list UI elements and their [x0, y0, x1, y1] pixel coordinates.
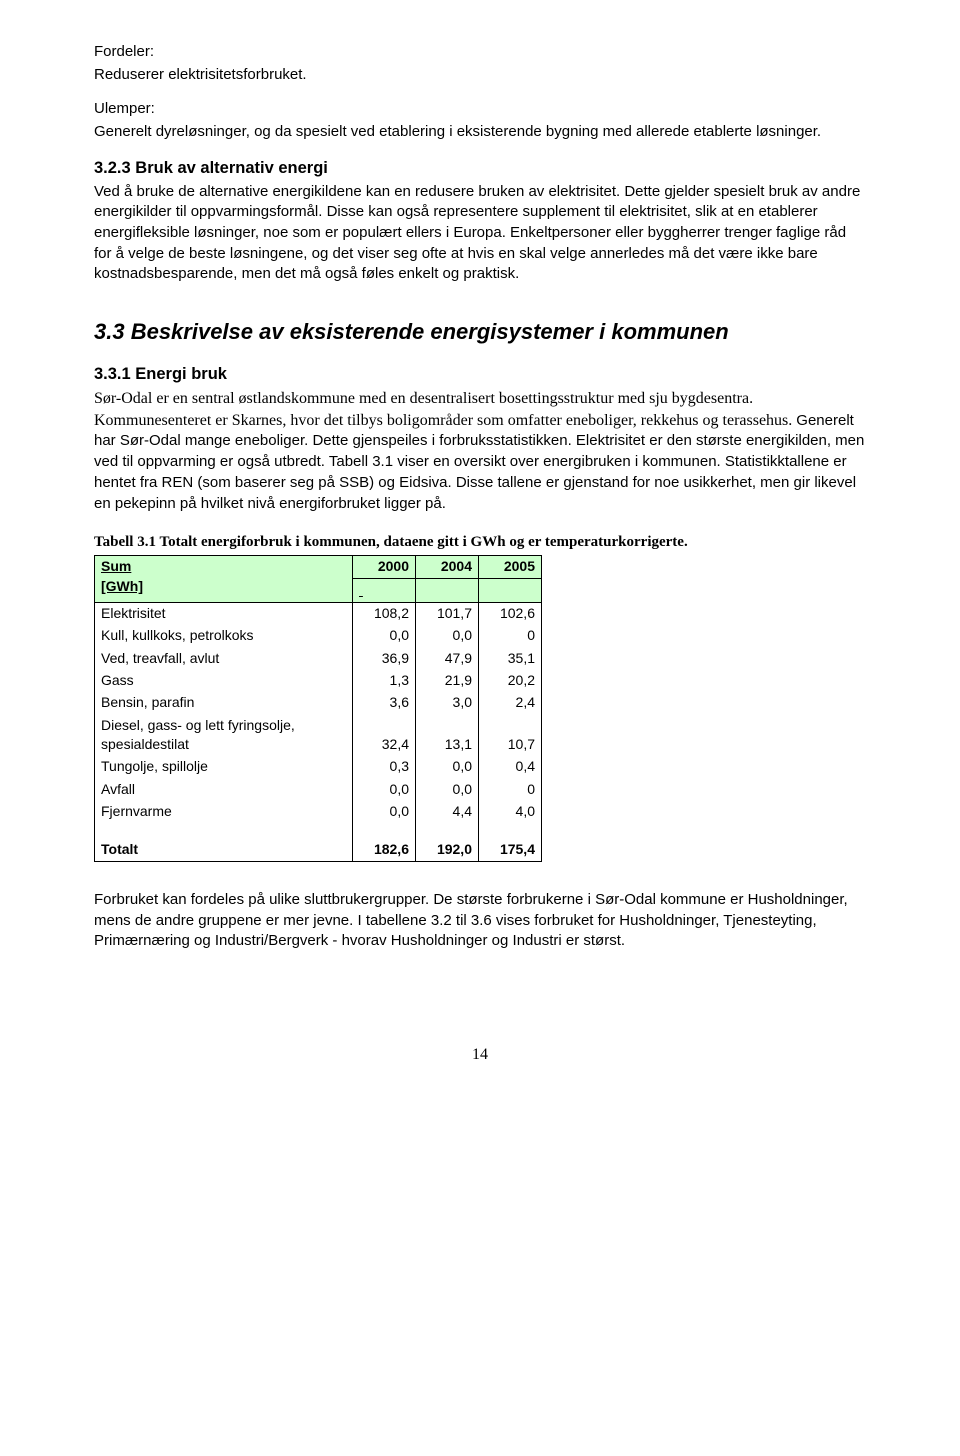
energy-table-body: Elektrisitet 108,2 101,7 102,6 Kull, kul… — [95, 602, 542, 861]
section-3-3-1-body: Sør-Odal er en sentral østlandskommune m… — [94, 388, 866, 514]
table-header-year-1: 2004 — [416, 555, 479, 578]
heading-3-2-3: 3.2.3 Bruk av alternativ energi — [94, 157, 866, 180]
table-row: Fjernvarme 0,0 4,4 4,0 — [95, 800, 542, 822]
fordeler-body: Reduserer elektrisitetsforbruket. — [94, 65, 866, 86]
table-row: Bensin, parafin 3,6 3,0 2,4 — [95, 692, 542, 714]
table-header-year-0: 2000 — [353, 555, 416, 578]
table-row-blank — [95, 823, 542, 839]
section-3-3-1-body-serif: Sør-Odal er en sentral østlandskommune m… — [94, 390, 796, 429]
table-row: Gass 1,3 21,9 20,2 — [95, 669, 542, 691]
table-row: Ved, treavfall, avlut 36,9 47,9 35,1 — [95, 647, 542, 669]
ulemper-label: Ulemper: — [94, 99, 866, 120]
table-header-year-2: 2005 — [479, 555, 542, 578]
table-row: Diesel, gass- og lett fyringsolje, spesi… — [95, 714, 542, 756]
table-header-sum: Sum — [101, 558, 131, 574]
table-row: Tungolje, spillolje 0,3 0,0 0,4 — [95, 756, 542, 778]
energy-table: Sum [GWh] 2000 2004 2005 Elektrisitet 10… — [94, 555, 542, 862]
heading-3-3-1: 3.3.1 Energi bruk — [94, 363, 866, 386]
table-row: Elektrisitet 108,2 101,7 102,6 — [95, 602, 542, 625]
closing-paragraph: Forbruket kan fordeles på ulike sluttbru… — [94, 890, 866, 952]
table-row: Avfall 0,0 0,0 0 — [95, 778, 542, 800]
table-row-total: Totalt 182,6 192,0 175,4 — [95, 839, 542, 862]
table-caption: Tabell 3.1 Totalt energiforbruk i kommun… — [94, 532, 866, 553]
page-number: 14 — [94, 1044, 866, 1066]
ulemper-body: Generelt dyreløsninger, og da spesielt v… — [94, 122, 866, 143]
heading-3-3: 3.3 Beskrivelse av eksisterende energisy… — [94, 317, 866, 347]
table-row: Kull, kullkoks, petrolkoks 0,0 0,0 0 — [95, 625, 542, 647]
table-header-unit: [GWh] — [101, 578, 143, 594]
fordeler-label: Fordeler: — [94, 42, 866, 63]
section-3-2-3-body: Ved å bruke de alternative energikildene… — [94, 182, 866, 285]
